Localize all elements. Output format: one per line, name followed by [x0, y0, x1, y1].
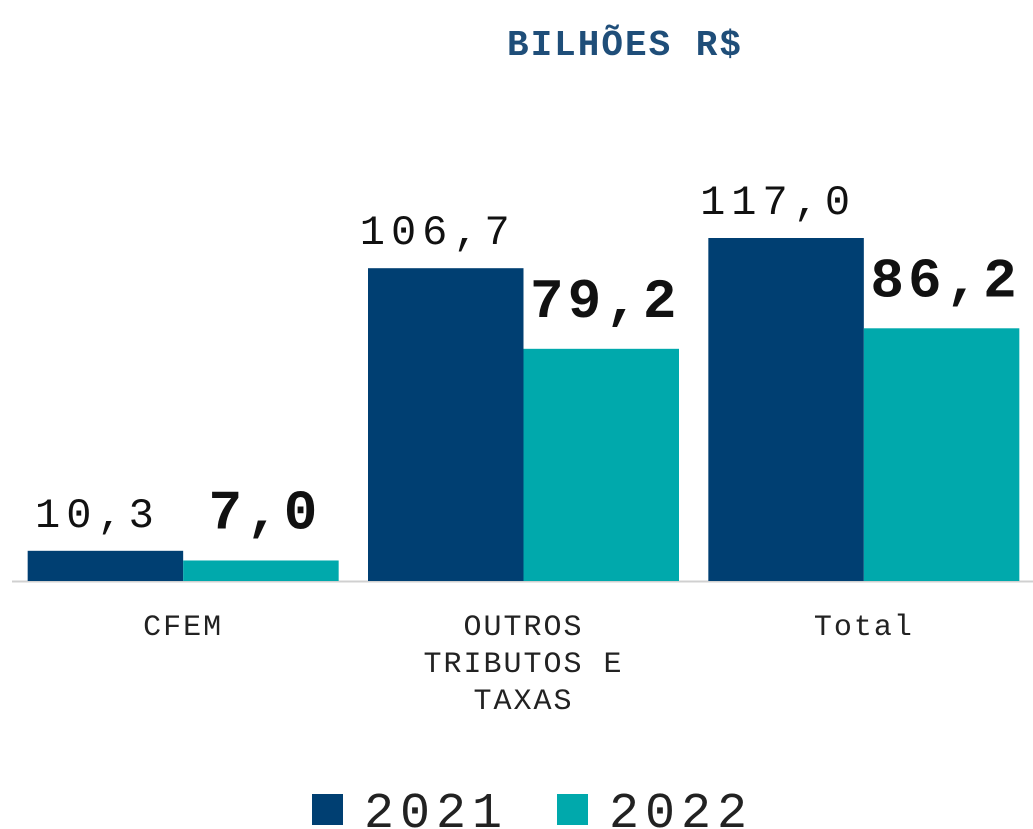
legend-swatch	[312, 794, 343, 825]
bar	[368, 268, 524, 581]
bar	[27, 550, 184, 581]
bar	[708, 238, 864, 581]
legend-label: 2022	[609, 786, 753, 829]
bar	[863, 328, 1020, 581]
x-tick-label: CFEM	[143, 611, 224, 645]
legend-swatch	[557, 794, 588, 825]
x-tick-label: Total	[813, 611, 914, 645]
data-label: 79,2	[530, 270, 680, 334]
x-tick-label: OUTROS TRIBUTOS E TAXAS	[423, 611, 624, 719]
bar	[523, 348, 679, 581]
data-label: 106,7	[360, 209, 516, 257]
data-label: 10,3	[35, 492, 160, 540]
chart-title: BILHÕES R$	[507, 23, 743, 66]
data-label: 117,0	[700, 179, 856, 227]
data-label: 86,2	[870, 249, 1020, 313]
data-label: 7,0	[209, 481, 322, 545]
legend-label: 2021	[364, 786, 508, 829]
bar	[183, 560, 339, 581]
